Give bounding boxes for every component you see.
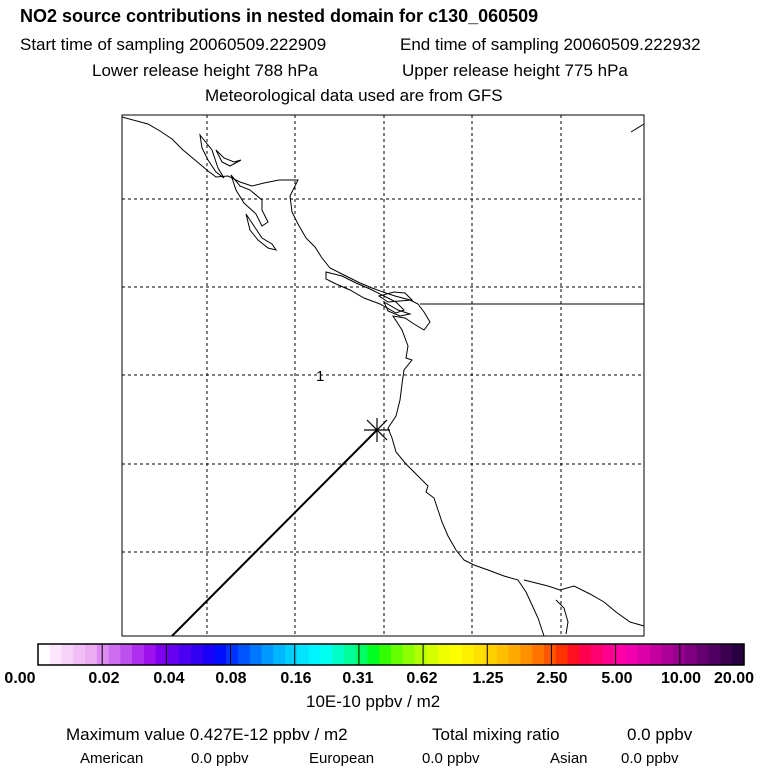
trajectory-track	[171, 429, 378, 637]
coastline	[121, 116, 645, 637]
colorbar-swatch	[649, 644, 663, 665]
colorbar-swatch	[320, 644, 333, 665]
european-value: 0.0 ppbv	[422, 750, 480, 767]
colorbar-swatch	[579, 644, 592, 665]
european-label: European	[309, 750, 375, 767]
grid-lines	[122, 115, 644, 636]
colorbar-swatch	[108, 644, 121, 665]
colorbar-tick-label: 2.50	[536, 670, 568, 687]
lower-release-height-label: Lower release height 788 hPa	[92, 61, 318, 80]
colorbar-swatch	[414, 644, 427, 665]
colorbar-swatch	[496, 644, 510, 665]
colorbar-swatch	[238, 644, 251, 665]
colorbar-tick-label: 0.02	[88, 670, 120, 687]
colorbar-swatch	[261, 644, 274, 665]
colorbar-swatch	[132, 644, 145, 665]
colorbar-swatch	[508, 644, 522, 665]
colorbar-swatch	[567, 644, 580, 665]
american-value: 0.0 ppbv	[191, 750, 249, 767]
colorbar-swatch	[402, 644, 416, 665]
chart-title: NO2 source contributions in nested domai…	[20, 6, 539, 26]
colorbar-swatch	[202, 644, 216, 665]
colorbar-swatch	[732, 644, 745, 665]
colorbar-swatch	[296, 644, 310, 665]
asian-label: Asian	[550, 750, 588, 767]
colorbar-tick-label: 0.08	[215, 670, 247, 687]
colorbar-tick-label: 0.04	[153, 670, 185, 687]
colorbar-swatch	[626, 644, 639, 665]
colorbar-swatch	[96, 644, 110, 665]
colorbar-swatch	[285, 644, 298, 665]
colorbar-swatches	[38, 644, 745, 665]
colorbar-swatch	[438, 644, 451, 665]
colorbar-swatch	[49, 644, 63, 665]
colorbar-swatch	[179, 644, 192, 665]
colorbar-swatch	[85, 644, 98, 665]
release-location-marker	[364, 418, 390, 442]
meteorological-data-label: Meteorological data used are from GFS	[205, 86, 503, 105]
colorbar-swatch	[61, 644, 74, 665]
colorbar-swatch	[520, 644, 533, 665]
colorbar-tick-label: 0.62	[406, 670, 438, 687]
colorbar-swatch	[379, 644, 392, 665]
upper-release-height-label: Upper release height 775 hPa	[402, 61, 628, 80]
colorbar-unit-label: 10E-10 ppbv / m2	[306, 692, 441, 711]
colorbar-swatch	[720, 644, 733, 665]
colorbar-swatch	[461, 644, 474, 665]
colorbar-swatch	[214, 644, 227, 665]
colorbar-tick-label: 0.31	[342, 670, 374, 687]
maximum-value-label: Maximum value 0.427E-12 ppbv / m2	[66, 725, 348, 744]
asian-value: 0.0 ppbv	[621, 750, 679, 767]
colorbar-swatch	[73, 644, 86, 665]
colorbar-swatch	[555, 644, 569, 665]
start-time-label: Start time of sampling 20060509.222909	[20, 35, 327, 54]
colorbar-swatch	[143, 644, 157, 665]
colorbar-swatch	[696, 644, 710, 665]
colorbar-swatch	[120, 644, 133, 665]
colorbar-swatch	[308, 644, 321, 665]
colorbar-swatch	[614, 644, 627, 665]
colorbar-swatch	[167, 644, 180, 665]
colorbar-swatch	[485, 644, 498, 665]
colorbar-swatch	[602, 644, 616, 665]
colorbar-tick-label: 0.00	[4, 670, 36, 687]
colorbar-tick-label: 5.00	[601, 670, 633, 687]
colorbar-frame	[37, 643, 745, 666]
colorbar-tick-label: 0.16	[280, 670, 312, 687]
american-label: American	[80, 750, 144, 767]
colorbar-tick-label: 10.00	[660, 670, 702, 687]
contour-label: 1	[316, 368, 324, 385]
colorbar-swatch	[426, 644, 439, 665]
colorbar-swatch	[226, 644, 239, 665]
total-mixing-ratio-value: 0.0 ppbv	[627, 725, 693, 744]
colorbar-swatch	[273, 644, 286, 665]
colorbar-swatch	[249, 644, 263, 665]
colorbar-swatch	[355, 644, 369, 665]
colorbar-swatch	[708, 644, 722, 665]
colorbar-swatch	[591, 644, 604, 665]
colorbar-swatch	[190, 644, 204, 665]
colorbar-swatch	[343, 644, 357, 665]
total-mixing-ratio-label: Total mixing ratio	[432, 725, 560, 744]
colorbar-swatch	[532, 644, 545, 665]
end-time-label: End time of sampling 20060509.222932	[400, 35, 701, 54]
colorbar-swatch	[685, 644, 698, 665]
colorbar-dividers	[101, 644, 681, 665]
colorbar-swatch	[367, 644, 380, 665]
colorbar-tick-label: 20.00	[713, 670, 755, 687]
colorbar-swatch	[661, 644, 674, 665]
colorbar-swatch	[473, 644, 486, 665]
colorbar-swatch	[155, 644, 169, 665]
colorbar-swatch	[449, 644, 463, 665]
colorbar-swatch	[638, 644, 651, 665]
colorbar-swatch	[332, 644, 345, 665]
colorbar-swatch	[543, 644, 557, 665]
colorbar-tick-label: 1.25	[472, 670, 504, 687]
colorbar-swatch	[391, 644, 404, 665]
colorbar-swatch	[38, 644, 51, 665]
